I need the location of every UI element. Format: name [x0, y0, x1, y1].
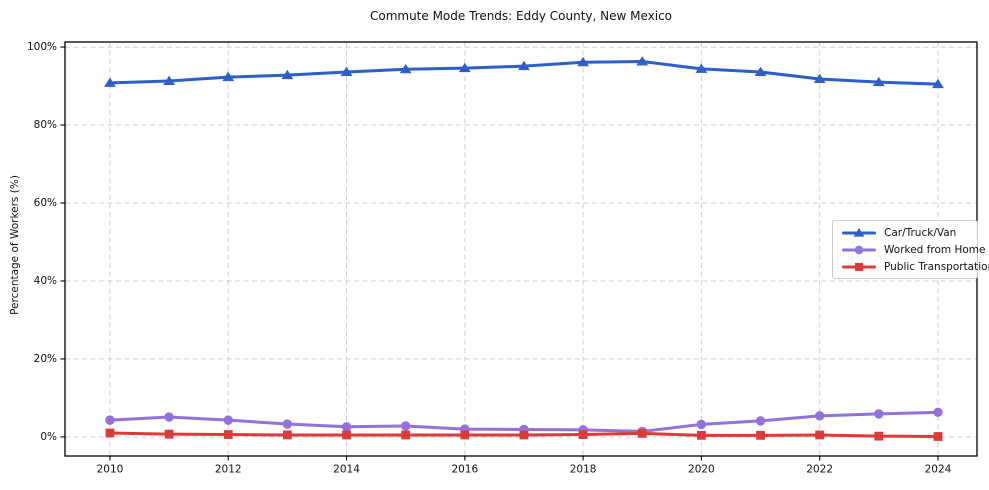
data-point-marker [933, 432, 943, 441]
data-point-marker [400, 421, 411, 431]
legend-label-worked-from-home: Worked from Home [884, 243, 986, 256]
y-tick-label: 0% [40, 431, 57, 443]
legend-line-square-icon [842, 260, 876, 274]
legend-item-worked-from-home: Worked from Home [842, 243, 985, 257]
y-tick-label: 20% [34, 353, 57, 365]
data-point-marker [872, 76, 885, 87]
axis-ticks: 2010 2012 2014 2016 2018 2020 2022 2024 0% 20% 40%… [27, 41, 952, 476]
legend-item-car-truck-van: Car/Truck/Van [842, 226, 971, 240]
data-point-marker [577, 56, 590, 67]
chart-title: Commute Mode Trends: Eddy County, New Me… [369, 9, 673, 23]
x-tick-label: 2016 [451, 464, 478, 476]
data-point-marker [932, 78, 944, 89]
data-point-marker [281, 69, 294, 80]
data-point-marker [164, 429, 174, 439]
data-point-marker [222, 71, 235, 82]
data-point-marker [518, 60, 530, 71]
data-point-marker [282, 430, 292, 440]
legend-item-public-transportation: Public Transportation [842, 260, 989, 274]
data-point-marker [853, 227, 865, 237]
data-point-marker [578, 430, 588, 439]
data-point-marker [874, 431, 884, 441]
data-point-marker [815, 430, 825, 440]
data-point-marker [696, 419, 707, 430]
legend: Car/Truck/Van Worked from Home Public Tr… [832, 220, 989, 279]
x-tick-label: 2010 [97, 464, 124, 476]
legend-label-car-truck-van: Car/Truck/Van [884, 226, 957, 239]
data-point-marker [401, 430, 411, 440]
data-point-marker [933, 407, 943, 418]
data-point-marker [637, 428, 647, 438]
x-tick-label: 2024 [925, 464, 952, 476]
x-tick-label: 2018 [570, 464, 597, 476]
data-point-marker [223, 430, 233, 439]
data-point-marker [854, 262, 864, 271]
data-point-marker [223, 415, 233, 425]
data-point-marker [756, 430, 765, 440]
x-tick-label: 2020 [688, 464, 715, 476]
y-tick-label: 80% [34, 119, 57, 131]
series-public-transportation [105, 428, 943, 441]
x-tick-label: 2012 [215, 464, 242, 476]
y-tick-label: 40% [34, 275, 57, 287]
data-point-marker [105, 428, 115, 438]
data-point-marker [874, 409, 884, 419]
data-point-marker [341, 422, 352, 432]
data-point-marker [814, 411, 825, 421]
data-point-marker [754, 66, 767, 77]
y-tick-label: 60% [34, 197, 57, 209]
y-tick-label: 100% [27, 41, 57, 53]
data-point-marker [636, 56, 649, 66]
data-point-marker [755, 416, 766, 426]
data-point-marker [458, 62, 471, 73]
series-car-truck-van [104, 56, 944, 89]
x-tick-label: 2022 [806, 464, 833, 476]
data-point-marker [695, 63, 708, 73]
data-point-marker [105, 415, 115, 425]
data-point-marker [460, 430, 470, 440]
legend-label-public-transportation: Public Transportation [884, 260, 989, 273]
data-point-marker [813, 73, 826, 84]
data-point-marker [340, 66, 353, 77]
x-tick-label: 2014 [333, 464, 360, 476]
data-point-marker [854, 245, 864, 254]
data-point-marker [163, 75, 175, 85]
legend-line-triangle-icon [842, 226, 876, 240]
data-point-marker [342, 430, 351, 440]
data-point-marker [519, 430, 529, 440]
data-point-marker [696, 430, 706, 440]
data-point-marker [104, 77, 116, 87]
data-point-marker [282, 419, 293, 429]
legend-line-circle-icon [842, 243, 876, 257]
data-point-marker [164, 412, 174, 422]
data-point-marker [399, 63, 412, 74]
